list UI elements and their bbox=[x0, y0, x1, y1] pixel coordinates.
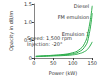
svg-text:FM emulsion: FM emulsion bbox=[58, 14, 90, 20]
svg-text:Power (kW): Power (kW) bbox=[49, 70, 77, 76]
svg-text:0.5: 0.5 bbox=[24, 37, 32, 43]
svg-text:Emulsion 1: Emulsion 1 bbox=[61, 30, 90, 37]
svg-text:0: 0 bbox=[32, 60, 35, 66]
svg-text:Speed: 1,500 rpm: Speed: 1,500 rpm bbox=[27, 35, 72, 41]
svg-text:100: 100 bbox=[68, 60, 78, 66]
svg-text:Opacity in dB/m: Opacity in dB/m bbox=[8, 11, 15, 51]
svg-text:Diesel: Diesel bbox=[74, 3, 89, 9]
svg-text:150: 150 bbox=[87, 60, 97, 66]
svg-text:1.5: 1.5 bbox=[24, 1, 32, 7]
svg-text:Injection: -20°: Injection: -20° bbox=[27, 41, 63, 48]
svg-text:0: 0 bbox=[28, 55, 32, 62]
svg-text:1.0: 1.0 bbox=[24, 19, 32, 25]
svg-text:50: 50 bbox=[50, 60, 56, 66]
